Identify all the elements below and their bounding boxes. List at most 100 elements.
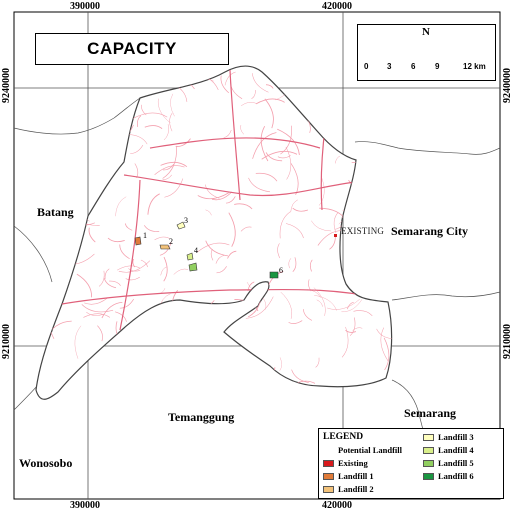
road-segment bbox=[280, 291, 292, 319]
road-segment bbox=[316, 299, 323, 307]
road-segment bbox=[240, 125, 244, 135]
road-segment bbox=[147, 366, 152, 380]
road-segment bbox=[74, 325, 82, 359]
road-segment bbox=[353, 177, 357, 193]
road-segment bbox=[138, 321, 162, 335]
road-segment bbox=[223, 129, 232, 139]
road-segment bbox=[359, 168, 381, 173]
road-segment bbox=[380, 327, 389, 362]
road-segment bbox=[350, 112, 356, 120]
legend-label: Existing bbox=[338, 458, 368, 468]
road-segment bbox=[92, 112, 97, 126]
road-segment bbox=[115, 101, 131, 106]
study-area-boundary bbox=[35, 65, 393, 400]
road-segment bbox=[288, 320, 303, 324]
road-segment bbox=[84, 73, 97, 104]
road-segment bbox=[97, 325, 103, 342]
road-segment bbox=[386, 269, 390, 285]
road-segment bbox=[327, 298, 360, 310]
road-segment bbox=[376, 328, 392, 340]
legend-label: Landfill 2 bbox=[338, 484, 374, 494]
landfill-sites bbox=[134, 221, 337, 279]
road-segment bbox=[154, 236, 171, 241]
road-segment bbox=[50, 221, 78, 226]
road-segment bbox=[210, 389, 220, 393]
existing-label: EXISTING bbox=[341, 226, 385, 236]
landfill-6-polygon bbox=[269, 271, 279, 279]
legend-swatch bbox=[323, 472, 334, 480]
scale-tick-6: 6 bbox=[411, 62, 416, 71]
road-segment bbox=[224, 71, 236, 86]
road-segment bbox=[69, 99, 72, 109]
road-segment bbox=[255, 172, 278, 182]
road-segment bbox=[347, 206, 367, 211]
site-number-4: 4 bbox=[194, 246, 198, 255]
road-segment bbox=[59, 197, 67, 203]
road-segment bbox=[36, 221, 47, 229]
coord-bottom-420000: 420000 bbox=[322, 500, 352, 511]
road-segment bbox=[248, 177, 271, 193]
road-segment bbox=[251, 89, 256, 100]
legend-item-landfill-5: Landfill 5 bbox=[423, 458, 474, 468]
map-title: CAPACITY bbox=[87, 39, 177, 58]
road-segment bbox=[252, 73, 269, 93]
legend-swatch bbox=[423, 446, 434, 454]
coord-left-9210000: 9210000 bbox=[1, 324, 12, 359]
road-segment bbox=[190, 347, 202, 351]
road-segment bbox=[57, 146, 69, 165]
road-segment bbox=[119, 298, 134, 309]
road-segment bbox=[128, 268, 141, 272]
road-segment bbox=[382, 85, 392, 100]
road-segment bbox=[217, 355, 233, 362]
legend-label: Landfill 6 bbox=[438, 471, 474, 481]
road-segment bbox=[65, 76, 99, 86]
legend-swatch bbox=[323, 459, 334, 467]
site-number-1: 1 bbox=[143, 231, 147, 240]
road-segment bbox=[101, 301, 123, 319]
road-segment bbox=[234, 203, 253, 210]
legend-item-landfill-6: Landfill 6 bbox=[423, 471, 474, 481]
road-segment bbox=[364, 197, 392, 215]
road-segment bbox=[88, 227, 96, 243]
legend-title: LEGEND bbox=[323, 432, 364, 442]
road-segment bbox=[173, 268, 189, 275]
road-segment bbox=[137, 115, 142, 127]
road-segment bbox=[345, 329, 357, 333]
main-roads bbox=[61, 69, 389, 331]
road-segment bbox=[139, 85, 147, 93]
road-segment bbox=[170, 337, 179, 349]
road-segment bbox=[80, 68, 111, 77]
coord-right-9210000: 9210000 bbox=[502, 324, 513, 359]
road-segment bbox=[285, 146, 292, 180]
road-segment bbox=[290, 199, 298, 213]
landfill-5-polygon bbox=[188, 262, 198, 272]
road-segment bbox=[333, 212, 339, 234]
road-segment bbox=[341, 326, 349, 358]
map-title-box: CAPACITY bbox=[35, 33, 229, 65]
road-segment bbox=[76, 273, 93, 298]
legend-item-landfill-4: Landfill 4 bbox=[423, 445, 474, 455]
road-segment bbox=[170, 93, 175, 117]
road-segment bbox=[197, 192, 229, 200]
road-segment bbox=[227, 250, 237, 259]
legend-spacer bbox=[323, 447, 334, 454]
road-segment bbox=[133, 380, 144, 400]
road-segment bbox=[290, 68, 302, 80]
road-segment bbox=[173, 312, 179, 326]
site-number-3: 3 bbox=[184, 216, 188, 225]
legend-swatch bbox=[423, 433, 434, 441]
legend-swatch bbox=[423, 459, 434, 467]
road-segment bbox=[163, 256, 168, 282]
road-segment bbox=[115, 196, 127, 217]
road-segment bbox=[357, 251, 364, 261]
road-segment bbox=[265, 152, 283, 162]
road-segment bbox=[296, 68, 322, 86]
road-segment bbox=[292, 257, 297, 273]
road-segment bbox=[36, 103, 42, 108]
place-wonosobo: Wonosobo bbox=[19, 456, 73, 470]
road-segment bbox=[288, 258, 292, 269]
road-segment bbox=[215, 255, 225, 264]
site-number-6: 6 bbox=[279, 266, 283, 275]
road-segment bbox=[318, 177, 325, 206]
